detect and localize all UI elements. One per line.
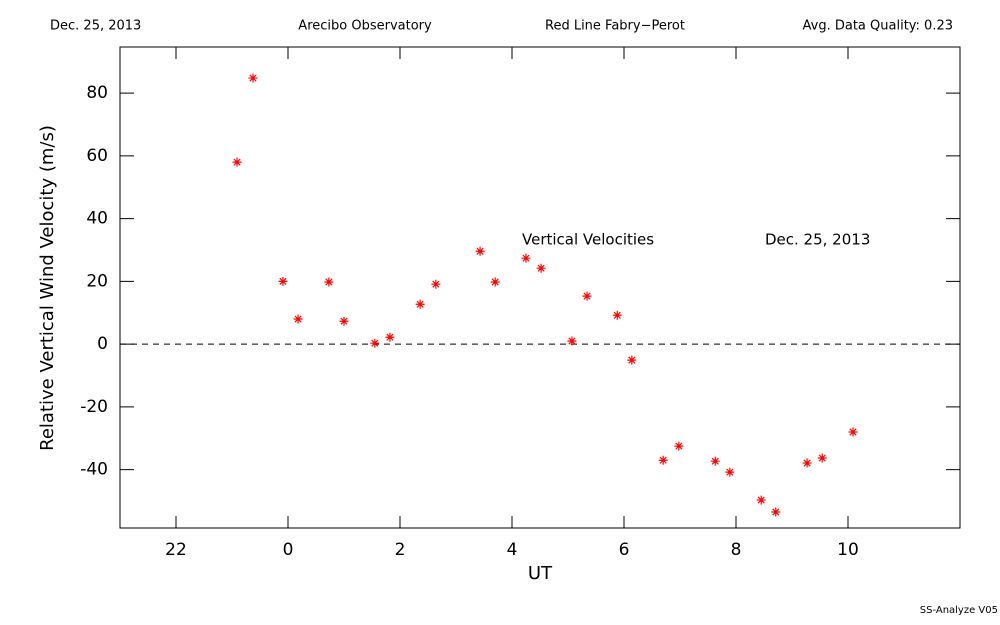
point [612, 310, 622, 320]
x-tick-label: 4 [507, 540, 518, 560]
y-tick-label: 40 [86, 209, 108, 229]
point [771, 507, 781, 517]
point [475, 246, 485, 256]
annotation: Dec. 25, 2013 [765, 231, 870, 249]
point [817, 453, 827, 463]
y-tick-label: 20 [86, 271, 108, 291]
point [431, 279, 441, 289]
plot-frame [119, 46, 961, 529]
point [725, 467, 735, 477]
point [324, 277, 334, 287]
annotation: Vertical Velocities [522, 231, 654, 249]
point [756, 495, 766, 505]
point [248, 73, 258, 83]
point [415, 299, 425, 309]
point [536, 263, 546, 273]
footer: SS-Analyze V05 [920, 605, 998, 616]
header-quality: Avg. Data Quality: 0.23 [803, 19, 953, 34]
point [848, 427, 858, 437]
x-tick-label: 0 [283, 540, 294, 560]
point [339, 316, 349, 326]
header-instrument: Red Line Fabry−Perot [545, 19, 685, 34]
point [710, 456, 720, 466]
point [490, 277, 500, 287]
x-tick-label: 2 [395, 540, 406, 560]
y-tick-label: -20 [80, 397, 108, 417]
y-tick-label: 80 [86, 83, 108, 103]
point [582, 291, 592, 301]
point [370, 338, 380, 348]
x-tick-label: 10 [837, 540, 859, 560]
y-axis-label: Relative Vertical Wind Velocity (m/s) [37, 125, 58, 451]
point [627, 355, 637, 365]
y-tick-label: 0 [97, 334, 108, 354]
point [674, 441, 684, 451]
point [385, 332, 395, 342]
y-tick-label: 60 [86, 146, 108, 166]
point [802, 458, 812, 468]
point [293, 314, 303, 324]
header-site: Arecibo Observatory [298, 19, 432, 34]
point [232, 157, 242, 167]
point [278, 276, 288, 286]
x-tick-label: 8 [731, 540, 742, 560]
y-tick-label: -40 [80, 460, 108, 480]
point [567, 336, 577, 346]
header-date: Dec. 25, 2013 [50, 19, 141, 34]
x-tick-label: 22 [165, 540, 187, 560]
point [521, 253, 531, 263]
point [658, 455, 668, 465]
x-tick-label: 6 [619, 540, 630, 560]
x-axis-label: UT [528, 563, 553, 584]
